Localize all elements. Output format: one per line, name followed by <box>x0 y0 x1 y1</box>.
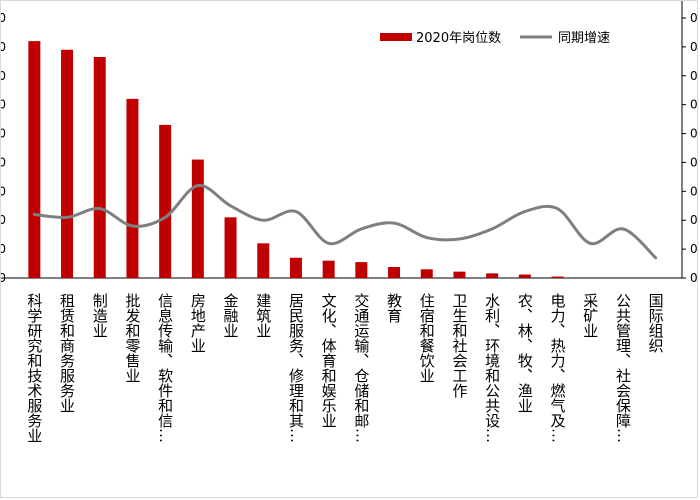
x-tick-label: 金融业 <box>222 293 240 338</box>
left-tick-label: 0 <box>0 11 6 25</box>
x-tick-label: 居民服务、修理和其… <box>287 293 305 443</box>
growth-line <box>32 184 658 260</box>
right-tick-label: 0 <box>690 271 698 285</box>
bar <box>551 276 564 278</box>
bar <box>388 267 401 278</box>
left-tick-label: 0 <box>0 98 6 112</box>
x-axis-labels: 科学研究和技术服务业 租赁和商务服务业 制造业 批发和零售业 信息传输、软件和信… 房地产… <box>25 292 664 443</box>
right-tick-label: 0 <box>690 11 698 25</box>
legend-label-line: 同期增速 <box>558 31 610 46</box>
right-tick-label: 0 <box>690 40 698 54</box>
bar <box>518 274 531 278</box>
legend: 2020年岗位数 同期增速 <box>380 31 610 46</box>
right-tick-label: 0 <box>690 242 698 256</box>
line-series <box>32 184 658 260</box>
bar <box>93 57 106 278</box>
right-tick-label: 0 <box>690 155 698 169</box>
x-tick-label: 电力、热力、燃气及… <box>549 293 567 443</box>
bar <box>28 41 41 278</box>
x-tick-label: 文化、体育和娱乐业 <box>320 293 338 428</box>
bar <box>420 269 433 278</box>
bar <box>126 98 139 278</box>
left-tick-label: 0 <box>0 271 6 285</box>
x-tick-label: 水利、环境和公共设… <box>483 293 501 443</box>
bar <box>257 243 270 278</box>
right-tick-label: 0 <box>690 98 698 112</box>
bar <box>453 271 466 278</box>
bar-series <box>28 41 564 279</box>
left-tick-label: 0 <box>0 184 6 198</box>
left-tick-label: 0 <box>0 242 6 256</box>
x-tick-label: 采矿业 <box>581 293 599 338</box>
x-tick-label: 信息传输、软件和信… <box>156 293 174 443</box>
left-tick-label: 0 <box>0 155 6 169</box>
bar <box>486 273 499 278</box>
axes: 0 0 0 0 0 0 0 0 0 0 0 0 0 0 0 0 0 0 0 0 <box>0 0 698 285</box>
x-tick-label: 公共管理、社会保障… <box>614 293 632 443</box>
x-tick-label: 农、林、牧、渔业 <box>516 293 534 413</box>
left-tick-label: 0 <box>0 69 6 83</box>
x-tick-label: 教育 <box>385 293 403 323</box>
bar <box>61 49 74 279</box>
right-tick-label: 0 <box>690 213 698 227</box>
right-tick-label: 0 <box>690 184 698 198</box>
bar <box>224 217 237 278</box>
left-tick-label: 0 <box>0 213 6 227</box>
x-tick-label: 交通运输、仓储和邮… <box>352 292 370 443</box>
x-tick-label: 住宿和餐饮业 <box>418 293 436 383</box>
x-tick-label: 批发和零售业 <box>123 293 141 383</box>
left-tick-label: 0 <box>0 127 6 141</box>
legend-swatch-bars <box>380 33 412 41</box>
left-tick-label: 0 <box>0 40 6 54</box>
x-tick-label: 建筑业 <box>254 293 272 338</box>
x-tick-label: 制造业 <box>91 293 109 338</box>
x-tick-label: 科学研究和技术服务业 <box>25 293 43 443</box>
right-tick-label: 0 <box>690 69 698 83</box>
bar <box>355 262 368 278</box>
right-tick-label: 0 <box>690 127 698 141</box>
legend-label-bars: 2020年岗位数 <box>416 31 501 46</box>
x-tick-label: 国际组织 <box>647 293 665 353</box>
x-tick-label: 卫生和社会工作 <box>450 293 468 398</box>
x-tick-label: 房地产业 <box>189 293 207 353</box>
bar <box>159 124 172 278</box>
bar <box>322 260 335 278</box>
x-tick-label: 租赁和商务服务业 <box>58 293 76 413</box>
bar <box>191 159 204 278</box>
bar <box>289 257 302 278</box>
